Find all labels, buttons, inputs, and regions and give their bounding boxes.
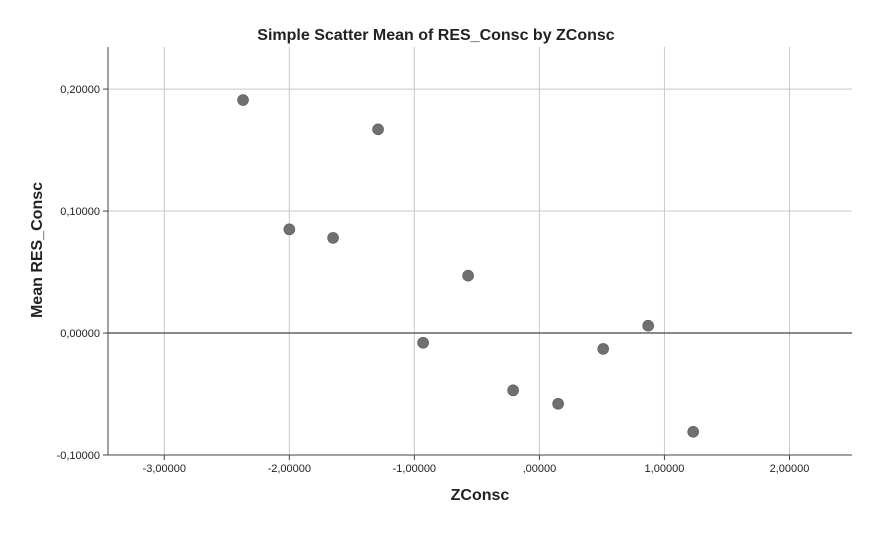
data-point-9 <box>642 319 654 332</box>
x-axis-label: ZConsc <box>451 487 510 504</box>
data-point-0 <box>237 94 249 106</box>
x-tick-label-5: 2,00000 <box>770 463 810 475</box>
data-point-5 <box>462 269 474 282</box>
data-point-3 <box>372 123 384 136</box>
data-point-6 <box>507 384 519 397</box>
x-tick-label-3: ,00000 <box>523 463 557 475</box>
x-tick-label-4: 1,00000 <box>645 463 685 475</box>
tick-labels: -3,00000 -2,00000 -1,00000 ,00000 1,00000 2,0… <box>57 84 810 475</box>
x-tick-label-1: -2,00000 <box>268 463 311 475</box>
data-point-2 <box>327 232 339 244</box>
y-tick-label-1: 0,00000 <box>60 328 100 340</box>
y-axis-label: Mean RES_Consc <box>29 182 46 318</box>
data-point-1 <box>283 223 296 236</box>
axes <box>107 47 852 456</box>
data-point-8 <box>597 343 609 355</box>
x-tick-label-2: -1,00000 <box>393 463 436 475</box>
chart-title: Simple Scatter Mean of RES_Consc by ZCon… <box>257 27 615 44</box>
data-points <box>237 94 699 438</box>
y-tick-label-2: 0,10000 <box>60 206 100 218</box>
y-tick-label-3: 0,20000 <box>60 84 100 96</box>
data-point-10 <box>687 426 699 438</box>
y-tick-label-0: -0,10000 <box>57 450 100 462</box>
x-tick-label-0: -3,00000 <box>143 463 186 475</box>
data-point-7 <box>552 397 564 410</box>
data-point-4 <box>417 336 429 349</box>
